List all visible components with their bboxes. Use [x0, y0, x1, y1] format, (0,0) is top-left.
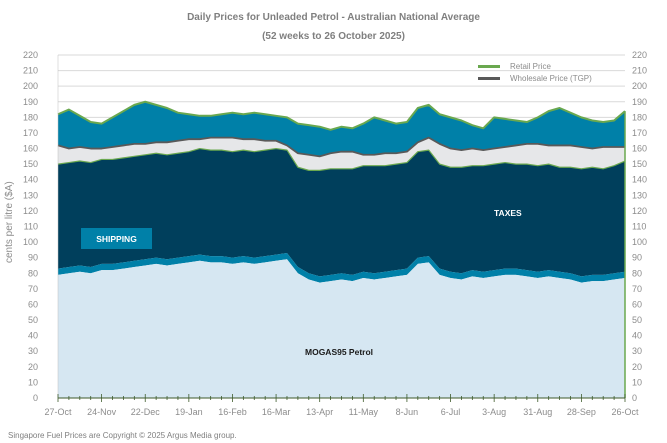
y-tick-label-right: 190	[632, 97, 647, 107]
y-tick-label-right: 10	[632, 377, 642, 387]
y-tick-label-right: 140	[632, 175, 647, 185]
x-tick-label: 3-Aug	[482, 407, 506, 417]
y-tick-label-left: 140	[23, 175, 38, 185]
y-ticks-right: 0 10 20 30 40 50 60 70 80 90 100 110 120 130 140 150 160…	[632, 50, 647, 403]
y-tick-label-left: 60	[28, 299, 38, 309]
x-tick-label: 6-Jul	[441, 407, 461, 417]
x-tick-label: 16-Feb	[218, 407, 247, 417]
shipping-label: SHIPPING	[81, 228, 152, 249]
y-tick-label-right: 60	[632, 299, 642, 309]
y-tick-label-right: 50	[632, 315, 642, 325]
y-tick-label-left: 80	[28, 268, 38, 278]
y-tick-label-left: 70	[28, 284, 38, 294]
y-tick-label-left: 220	[23, 50, 38, 60]
y-tick-label-right: 0	[632, 393, 637, 403]
y-tick-label-right: 110	[632, 222, 646, 232]
y-tick-label-left: 90	[28, 253, 38, 263]
y-tick-label-left: 180	[23, 112, 38, 122]
y-tick-label-right: 150	[632, 159, 647, 169]
y-tick-label-left: 150	[23, 159, 38, 169]
y-tick-label-right: 80	[632, 268, 642, 278]
y-tick-label-right: 120	[632, 206, 647, 216]
area-retail-margin	[58, 101, 625, 157]
y-tick-label-right: 100	[632, 237, 647, 247]
y-tick-label-left: 190	[23, 97, 38, 107]
copyright-notice: Singapore Fuel Prices are Copyright © 20…	[8, 431, 237, 440]
x-ticks: 27-Oct 24-Nov 22-Dec 19-Jan 16-Feb 16-Mar 13-A…	[44, 394, 639, 417]
x-tick-label: 19-Jan	[175, 407, 203, 417]
y-tick-label-left: 120	[23, 206, 38, 216]
y-tick-label-left: 170	[23, 128, 38, 138]
y-tick-label-left: 100	[23, 237, 38, 247]
y-tick-label-right: 30	[632, 346, 642, 356]
line-retail-price	[57, 100, 626, 131]
area-taxes	[58, 148, 625, 277]
x-tick-label: 8-Jun	[396, 407, 419, 417]
y-tick-label-left: 20	[28, 362, 38, 372]
x-tick-label: 31-Aug	[523, 407, 552, 417]
x-tick-label: 28-Sep	[567, 407, 596, 417]
y-ticks-left: 0 10 20 30 40 50 60 70 80 90 100 110 120 130 140 150 160…	[23, 50, 38, 403]
y-tick-label-left: 200	[23, 81, 38, 91]
area-mogas	[58, 259, 625, 398]
x-tick-label: 27-Oct	[44, 407, 72, 417]
mogas-label: MOGAS95 Petrol	[305, 347, 374, 357]
y-tick-label-left: 0	[33, 393, 38, 403]
y-tick-label-left: 10	[28, 377, 38, 387]
legend-swatch-tgp	[478, 76, 500, 80]
y-tick-label-right: 210	[632, 66, 647, 76]
y-tick-label-right: 200	[632, 81, 647, 91]
y-tick-label-left: 30	[28, 346, 38, 356]
legend-label-retail: Retail Price	[510, 61, 551, 71]
y-axis-label: cents per litre ($A)	[4, 181, 15, 263]
x-tick-label: 22-Dec	[131, 407, 161, 417]
y-tick-label-right: 130	[632, 190, 647, 200]
legend-swatch-retail	[478, 64, 500, 68]
y-tick-label-right: 40	[632, 331, 642, 341]
y-tick-label-right: 70	[632, 284, 642, 294]
y-tick-label-left: 50	[28, 315, 38, 325]
legend-label-tgp: Wholesale Price (TGP)	[510, 73, 592, 83]
legend: Retail Price Wholesale Price (TGP)	[478, 60, 592, 84]
y-tick-label-left: 40	[28, 331, 38, 341]
lines	[57, 100, 626, 398]
y-tick-label-right: 170	[632, 128, 647, 138]
y-tick-label-left: 130	[23, 190, 38, 200]
x-tick-label: 11-May	[349, 407, 379, 417]
y-tick-label-left: 160	[23, 144, 38, 154]
areas	[58, 101, 625, 398]
x-tick-label: 16-Mar	[262, 407, 291, 417]
area-shipping	[58, 253, 625, 283]
line-wholesale-tgp	[57, 136, 625, 158]
chart-subtitle: (52 weeks to 26 October 2025)	[262, 31, 405, 42]
x-tick-label: 24-Nov	[87, 407, 117, 417]
x-tick-label: 26-Oct	[611, 407, 639, 417]
x-tick-label: 13-Apr	[306, 407, 333, 417]
y-tick-label-left: 110	[24, 222, 38, 232]
line-taxes-top	[57, 147, 626, 171]
y-tick-label-left: 210	[23, 66, 38, 76]
chart-title: Daily Prices for Unleaded Petrol - Austr…	[187, 12, 480, 23]
y-tick-label-right: 90	[632, 253, 642, 263]
taxes-label: TAXES	[494, 208, 522, 218]
area-wholesale-margin	[58, 137, 625, 171]
y-tick-label-right: 160	[632, 144, 647, 154]
legend-item-tgp: Wholesale Price (TGP)	[478, 72, 592, 84]
y-tick-label-right: 20	[632, 362, 642, 372]
legend-item-retail: Retail Price	[478, 60, 592, 72]
y-tick-label-right: 180	[632, 112, 647, 122]
y-tick-label-right: 220	[632, 50, 647, 60]
